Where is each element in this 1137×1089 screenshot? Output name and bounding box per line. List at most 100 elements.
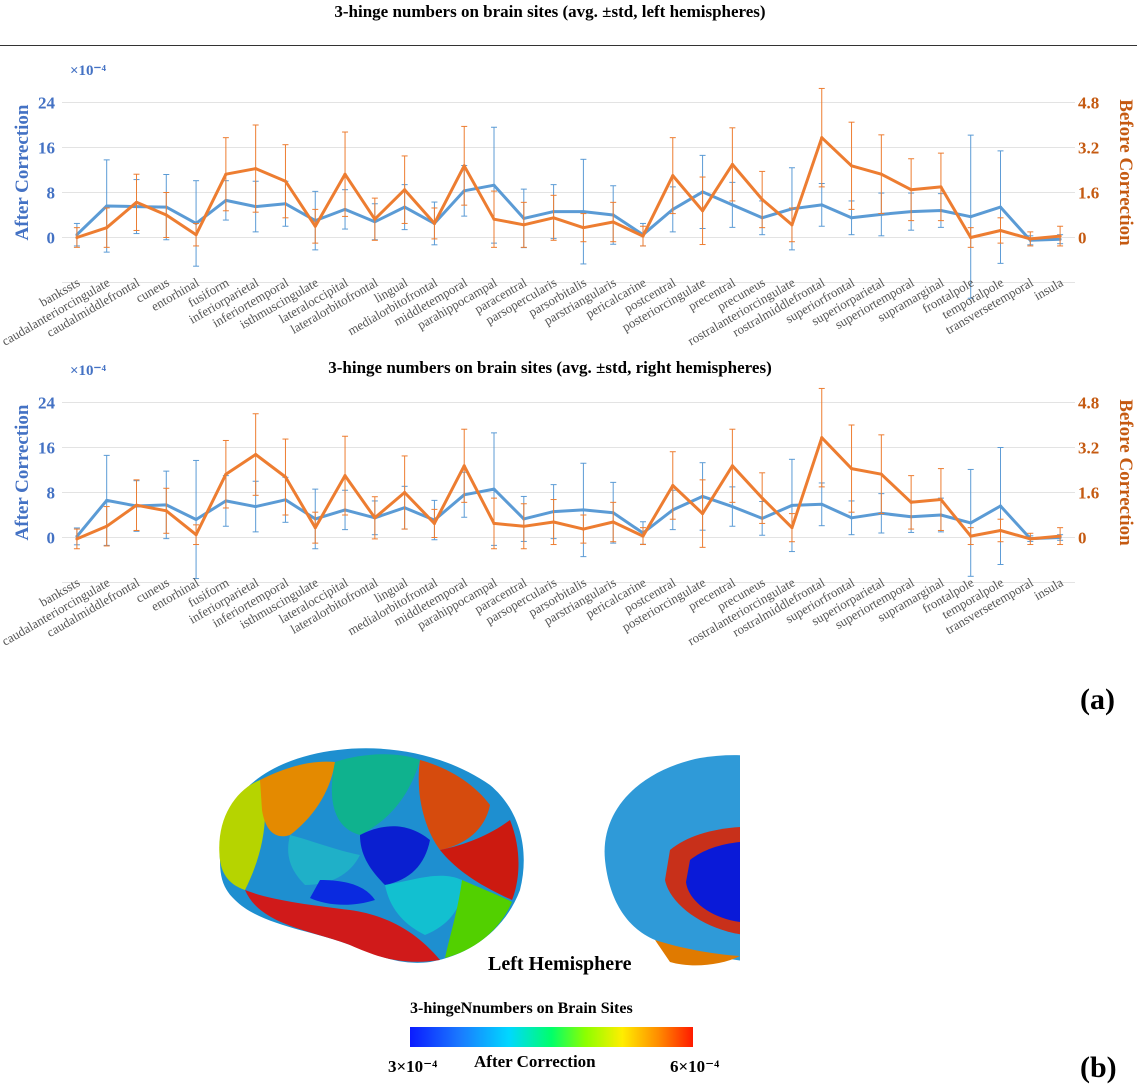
data-point-before [671, 174, 675, 178]
data-point-before [939, 185, 943, 189]
brain-lateral-view [219, 748, 524, 963]
series-line-before [76, 436, 1061, 541]
colorbar-max-label: 6×10⁻⁴ [670, 1057, 720, 1076]
data-point-after [105, 204, 109, 208]
data-point-before [522, 223, 526, 227]
multiplier-label: ×10⁻⁴ [70, 63, 106, 79]
data-point-after [790, 503, 794, 507]
data-point-before [313, 526, 317, 530]
data-point-before [641, 534, 645, 538]
data-point-before [134, 503, 138, 507]
data-point-before [164, 213, 168, 217]
y-right-axis-label: Before Correction [1115, 99, 1136, 246]
data-point-before [462, 464, 466, 468]
data-point-before [999, 228, 1003, 232]
data-point-before [909, 500, 913, 504]
hemisphere-label: Left Hemisphere [488, 953, 632, 975]
y-left-tick-label: 8 [47, 184, 56, 203]
data-point-before [105, 524, 109, 528]
data-point-after [850, 516, 854, 520]
brain-surface-image [219, 748, 740, 966]
data-point-before [909, 188, 913, 192]
data-point-before [254, 167, 258, 171]
data-point-before [671, 483, 675, 487]
data-point-after [999, 504, 1003, 508]
data-point-before [254, 453, 258, 457]
figure-label-a: (a) [1080, 683, 1115, 716]
multiplier-label: ×10⁻⁴ [70, 363, 106, 379]
y-left-tick-label: 24 [38, 394, 56, 413]
data-point-before [1058, 234, 1062, 238]
data-point-before [969, 236, 973, 239]
data-point-before [879, 472, 883, 476]
data-point-before [879, 172, 883, 176]
data-point-after [969, 215, 973, 219]
data-point-after [581, 210, 585, 214]
data-point-before [283, 475, 287, 479]
data-point-before [1028, 537, 1032, 541]
y-left-tick-label: 16 [38, 139, 55, 158]
series-line-after [75, 183, 1061, 242]
data-point-before [939, 498, 943, 502]
data-point-before [760, 496, 764, 500]
data-point-after [999, 205, 1003, 209]
data-point-before [790, 223, 794, 227]
data-point-before [403, 188, 407, 192]
data-point-before [283, 179, 287, 183]
data-point-before [462, 164, 466, 168]
data-point-before [105, 226, 109, 230]
x-tick-label: insula [1031, 274, 1066, 303]
data-point-before [552, 216, 556, 220]
y-right-tick-label: 1.6 [1078, 484, 1099, 503]
data-point-after [820, 502, 824, 506]
data-point-after [105, 498, 109, 502]
y-right-axis-label: Before Correction [1115, 399, 1136, 546]
data-point-before [730, 162, 734, 166]
divider [0, 45, 1137, 46]
data-point-after [492, 487, 496, 491]
data-point-after [254, 505, 258, 509]
y-right-tick-label: 3.2 [1078, 439, 1099, 458]
data-point-before [522, 524, 526, 528]
data-point-after [194, 518, 198, 521]
series-line-before [76, 136, 1061, 241]
y-right-tick-label: 0 [1078, 229, 1087, 248]
chart-left-hemisphere: ×10⁻⁴ 0 8 16 24 0 1.6 3.2 4.8 After Correction Bef… [0, 55, 1137, 355]
y-right-tick-label: 0 [1078, 529, 1087, 548]
data-point-before [701, 512, 705, 516]
data-point-before [850, 467, 854, 471]
data-point-before [820, 436, 824, 440]
y-left-tick-label: 8 [47, 484, 56, 503]
data-point-before [850, 164, 854, 168]
data-point-before [492, 217, 496, 221]
data-point-before [1028, 237, 1032, 241]
x-tick-label: insula [1031, 574, 1066, 603]
y-left-tick-label: 0 [47, 529, 56, 548]
data-point-before [552, 520, 556, 524]
colorbar-min-label: 3×10⁻⁴ [388, 1057, 438, 1076]
data-point-before [194, 233, 198, 237]
data-point-after [730, 203, 734, 207]
y-left-axis-label: After Correction [12, 104, 33, 240]
data-point-before [492, 521, 496, 525]
data-point-after [820, 203, 824, 207]
data-point-before [75, 537, 79, 541]
data-point-before [730, 464, 734, 468]
series-line-after [75, 487, 1061, 541]
data-point-before [373, 217, 377, 221]
data-point-before [1058, 534, 1062, 538]
colorbar [410, 1027, 693, 1047]
y-left-tick-label: 24 [38, 94, 56, 113]
data-point-before [373, 516, 377, 520]
y-left-tick-label: 0 [47, 229, 56, 248]
data-point-before [820, 136, 824, 140]
data-point-after [492, 183, 496, 187]
data-point-before [164, 509, 168, 513]
data-point-before [134, 200, 138, 204]
data-point-before [790, 526, 794, 530]
y-right-tick-label: 1.6 [1078, 184, 1099, 203]
chart-title-right: 3-hinge numbers on brain sites (avg. ±st… [328, 358, 772, 377]
data-point-before [313, 224, 317, 228]
chart-title-left: 3-hinge numbers on brain sites (avg. ±st… [334, 2, 766, 21]
data-point-before [581, 226, 585, 230]
